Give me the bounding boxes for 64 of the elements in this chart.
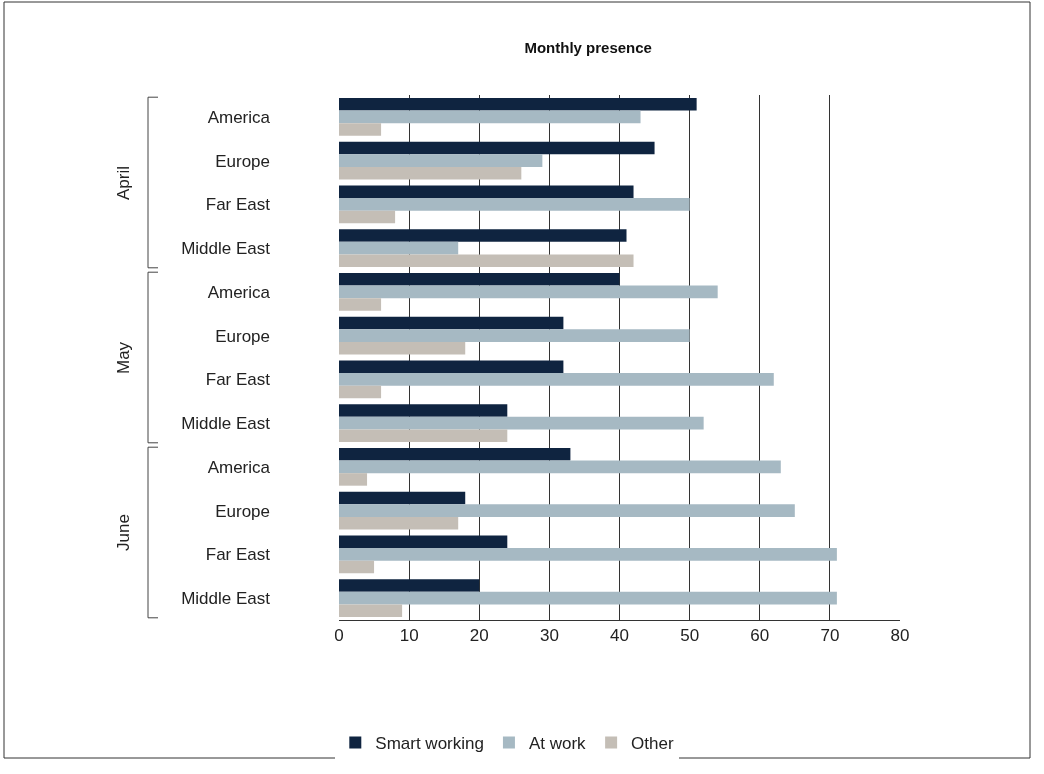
y-tick-label: Far East: [205, 370, 271, 390]
bar: [339, 373, 774, 386]
bar: [339, 273, 620, 286]
bar: [339, 298, 382, 311]
chart-title: Monthly presence: [524, 39, 652, 57]
x-tick-label: 60: [750, 626, 770, 646]
bar: [339, 229, 627, 242]
bar: [339, 460, 781, 474]
bar: [339, 360, 564, 374]
x-tick-label: 70: [820, 626, 840, 646]
bar: [339, 404, 508, 417]
bar: [339, 604, 403, 617]
y-tick-label: America: [207, 107, 271, 127]
bar: [339, 241, 459, 255]
bar: [339, 166, 522, 180]
x-tick-label: 50: [680, 626, 700, 646]
bar: [339, 504, 795, 517]
x-tick-label: 30: [539, 626, 559, 646]
y-tick-label: America: [207, 282, 271, 302]
bar: [339, 210, 396, 224]
legend-label: Other: [631, 734, 674, 754]
bar: [339, 416, 704, 430]
y-tick-label: Middle East: [181, 239, 271, 259]
bar: [339, 98, 697, 111]
bar: [339, 548, 837, 561]
x-tick-label: 20: [469, 626, 489, 646]
y-tick-label: Middle East: [181, 589, 271, 609]
bar: [339, 473, 368, 486]
bar: [339, 285, 718, 299]
bar: [339, 185, 634, 199]
bar: [339, 141, 655, 155]
text: April: [114, 165, 133, 200]
text: May: [114, 341, 133, 374]
bar: [339, 110, 641, 124]
x-tick-label: 40: [610, 626, 629, 646]
y-tick-label: America: [207, 457, 271, 477]
x-tick-label: 80: [890, 626, 910, 646]
x-tick-label: 10: [399, 626, 419, 646]
bar: [339, 429, 508, 442]
bar: [339, 591, 837, 605]
y-tick-label: Far East: [205, 545, 271, 565]
bar: [339, 491, 466, 505]
legend-label: Smart working: [375, 734, 484, 754]
bar: [339, 560, 375, 574]
legend-label: At work: [528, 734, 587, 754]
bar: [339, 341, 466, 355]
bar: [339, 154, 543, 167]
y-tick-label: Europe: [215, 326, 270, 346]
y-tick-label: Middle East: [181, 414, 271, 434]
bar: [339, 254, 634, 267]
bar: [339, 385, 382, 399]
y-tick-label: Europe: [215, 151, 270, 171]
bar: [339, 535, 508, 549]
y-tick-label: Europe: [215, 501, 270, 521]
x-tick-label: 0: [334, 626, 344, 646]
y-tick-label: Far East: [205, 195, 271, 215]
bar: [339, 448, 571, 461]
bar: [339, 516, 459, 530]
bar: [339, 198, 690, 211]
bar: [339, 579, 480, 592]
text: June: [114, 514, 133, 551]
bar: [339, 329, 690, 342]
bar: [339, 123, 382, 136]
bar: [339, 316, 564, 330]
